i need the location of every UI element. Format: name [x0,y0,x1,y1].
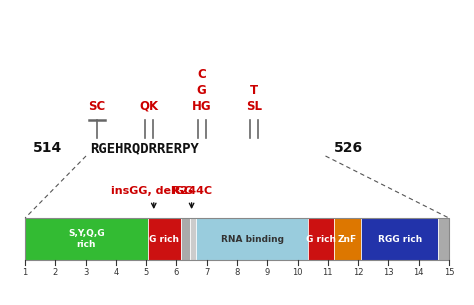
Bar [438,218,449,260]
Text: ZnF: ZnF [338,235,357,243]
Text: R244C: R244C [172,186,212,196]
Text: 1: 1 [22,268,28,277]
Text: 2: 2 [53,268,58,277]
Text: 6: 6 [174,268,179,277]
Text: RGG rich: RGG rich [378,235,422,243]
Bar [308,218,334,260]
Text: T: T [250,84,258,96]
Text: insGG, delGG: insGG, delGG [111,186,193,196]
Text: RNA binding: RNA binding [220,235,283,243]
Bar [196,218,308,260]
Text: 14: 14 [413,268,424,277]
Text: RGEHRQDRRERPY: RGEHRQDRRERPY [90,141,199,155]
Text: 4: 4 [113,268,118,277]
Text: G rich: G rich [149,235,179,243]
Text: SL: SL [246,99,262,113]
Bar [334,218,361,260]
Text: 15: 15 [444,268,454,277]
Text: 12: 12 [353,268,363,277]
Text: HG: HG [192,99,211,113]
Text: 10: 10 [292,268,303,277]
Text: 13: 13 [383,268,393,277]
Text: 9: 9 [264,268,270,277]
Bar [361,218,438,260]
Text: 11: 11 [322,268,333,277]
Bar [181,218,190,260]
Text: SC: SC [88,99,105,113]
Text: G: G [197,84,207,96]
Text: 8: 8 [234,268,240,277]
Text: S,Y,Q,G
rich: S,Y,Q,G rich [68,229,105,249]
Text: 3: 3 [83,268,88,277]
Text: 514: 514 [33,141,62,155]
Text: G rich: G rich [306,235,336,243]
Text: 7: 7 [204,268,210,277]
Bar [148,218,181,260]
Text: 526: 526 [334,141,363,155]
Text: 5: 5 [144,268,149,277]
Bar [190,218,196,260]
Bar [25,218,148,260]
Text: QK: QK [140,99,159,113]
Text: C: C [197,69,206,81]
